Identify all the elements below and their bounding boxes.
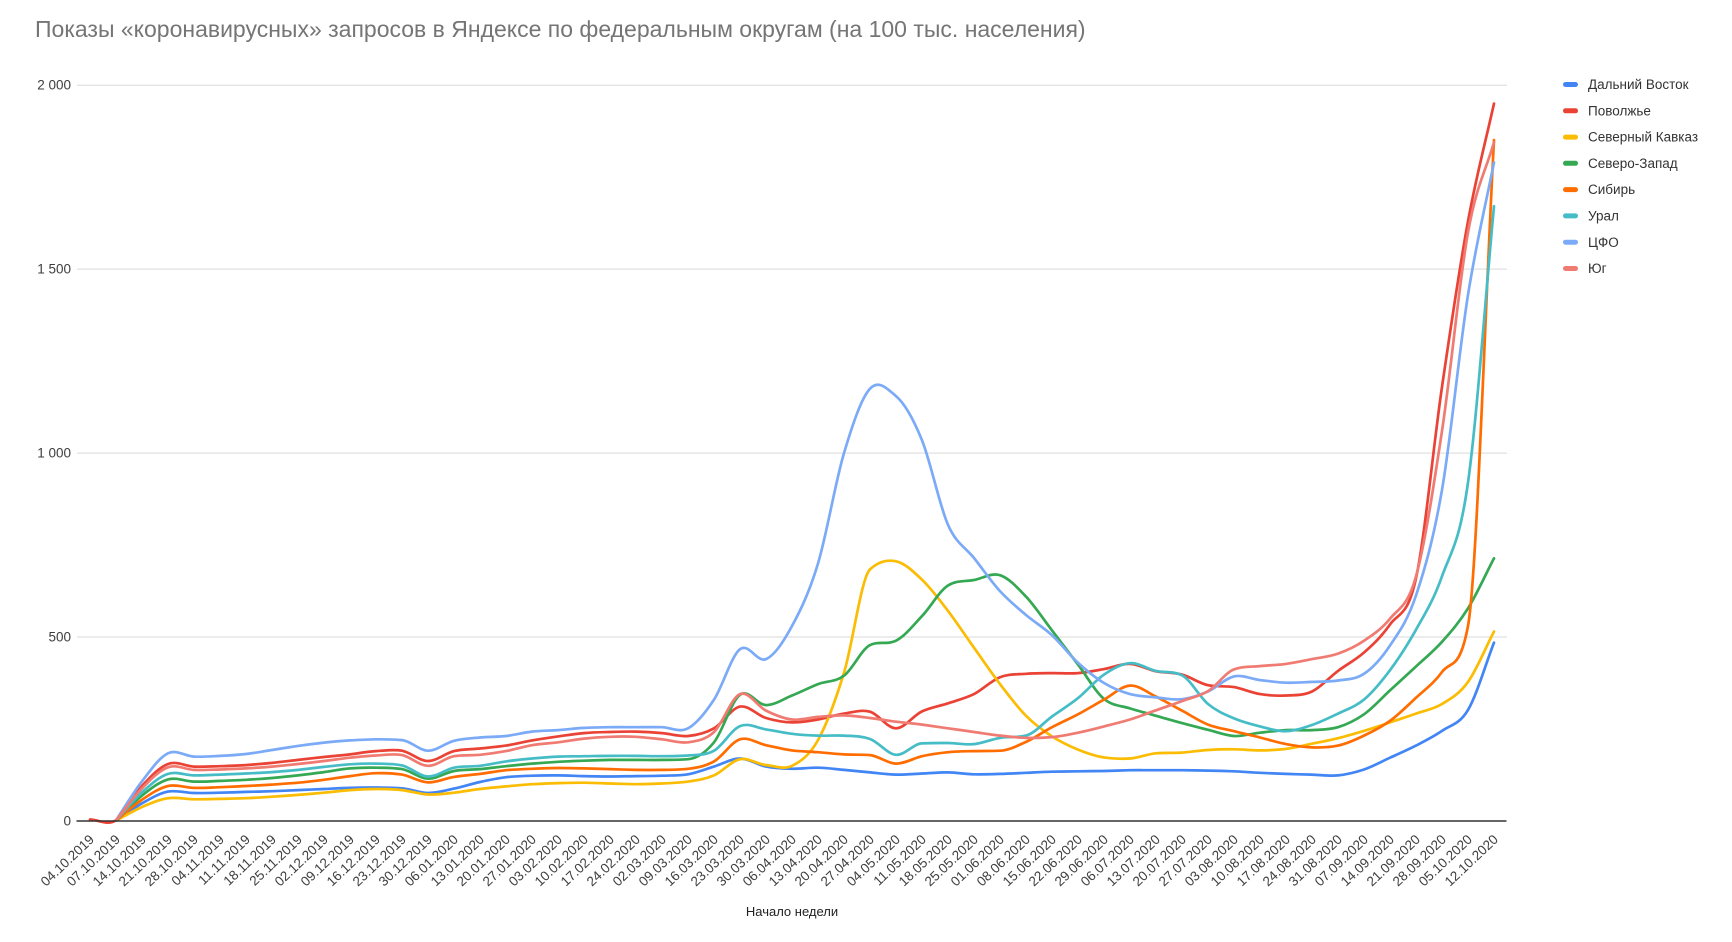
svg-text:Показы «коронавирусных» запрос: Показы «коронавирусных» запросов в Яндек… [35,16,1086,42]
svg-text:ЦФО: ЦФО [1588,235,1619,250]
svg-text:1 000: 1 000 [37,446,71,461]
svg-text:0: 0 [63,814,71,829]
svg-text:2 000: 2 000 [37,78,71,93]
svg-text:Дальний Восток: Дальний Восток [1588,77,1689,92]
svg-text:500: 500 [48,630,71,645]
svg-text:Юг: Юг [1588,261,1607,276]
svg-text:Северный Кавказ: Северный Кавказ [1588,130,1698,145]
svg-text:1 500: 1 500 [37,262,71,277]
svg-text:Начало недели: Начало недели [746,904,838,919]
svg-text:Сибирь: Сибирь [1588,182,1635,197]
svg-text:Северо-Запад: Северо-Запад [1588,156,1678,171]
svg-text:Урал: Урал [1588,209,1619,224]
svg-text:Поволжье: Поволжье [1588,103,1651,118]
